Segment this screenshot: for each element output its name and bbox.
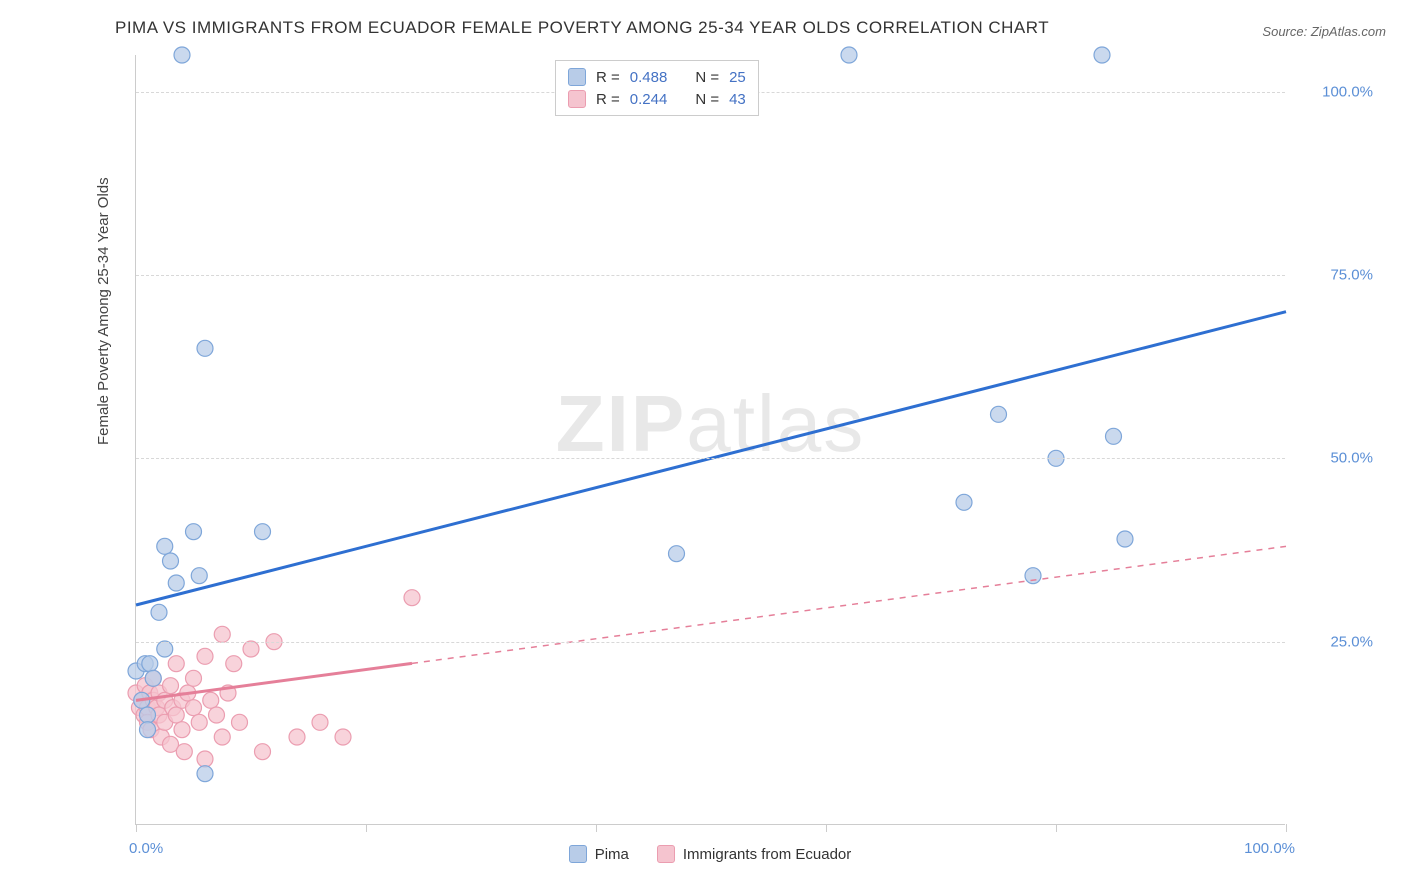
- data-point: [255, 744, 271, 760]
- data-point: [214, 729, 230, 745]
- data-point: [142, 656, 158, 672]
- source-label: Source:: [1262, 24, 1307, 39]
- data-point: [335, 729, 351, 745]
- data-point: [1117, 531, 1133, 547]
- data-point: [243, 641, 259, 657]
- trend-line-dashed: [412, 546, 1286, 663]
- data-point: [232, 714, 248, 730]
- data-point: [197, 766, 213, 782]
- x-tick: [826, 824, 827, 832]
- data-point: [197, 751, 213, 767]
- legend-series-label: Pima: [595, 846, 629, 863]
- x-tick: [1056, 824, 1057, 832]
- legend-series-label: Immigrants from Ecuador: [683, 846, 851, 863]
- data-point: [1106, 428, 1122, 444]
- legend-series-item: Pima: [569, 845, 629, 863]
- data-point: [174, 722, 190, 738]
- data-point: [214, 626, 230, 642]
- x-max-label: 100.0%: [1244, 840, 1295, 857]
- gridline: [136, 458, 1285, 459]
- legend-n-label: N =: [695, 91, 719, 108]
- data-point: [163, 553, 179, 569]
- plot-svg: [136, 55, 1285, 824]
- source-value: ZipAtlas.com: [1311, 24, 1386, 39]
- legend-r-label: R =: [596, 69, 620, 86]
- x-tick: [1286, 824, 1287, 832]
- legend-series-item: Immigrants from Ecuador: [657, 845, 851, 863]
- data-point: [186, 670, 202, 686]
- data-point: [168, 575, 184, 591]
- data-point: [956, 494, 972, 510]
- x-min-label: 0.0%: [129, 840, 163, 857]
- y-axis-label: Female Poverty Among 25-34 Year Olds: [95, 177, 112, 445]
- legend-r-value: 0.244: [630, 91, 668, 108]
- data-point: [157, 641, 173, 657]
- data-point: [174, 47, 190, 63]
- data-point: [186, 700, 202, 716]
- data-point: [312, 714, 328, 730]
- x-tick: [136, 824, 137, 832]
- data-point: [176, 744, 192, 760]
- legend-correlation: R = 0.488 N = 25 R = 0.244 N = 43: [555, 60, 759, 116]
- data-point: [209, 707, 225, 723]
- data-point: [404, 590, 420, 606]
- source-attribution: Source: ZipAtlas.com: [1262, 24, 1386, 39]
- data-point: [226, 656, 242, 672]
- data-point: [669, 546, 685, 562]
- data-point: [140, 707, 156, 723]
- legend-swatch: [568, 90, 586, 108]
- legend-n-value: 43: [729, 91, 746, 108]
- data-point: [841, 47, 857, 63]
- data-point: [186, 524, 202, 540]
- legend-n-label: N =: [695, 69, 719, 86]
- data-point: [203, 692, 219, 708]
- legend-row: R = 0.244 N = 43: [568, 88, 746, 110]
- data-point: [191, 714, 207, 730]
- chart-title: PIMA VS IMMIGRANTS FROM ECUADOR FEMALE P…: [115, 18, 1049, 38]
- legend-n-value: 25: [729, 69, 746, 86]
- gridline: [136, 642, 1285, 643]
- legend-swatch: [657, 845, 675, 863]
- plot-area: ZIPatlas 25.0%50.0%75.0%100.0%: [135, 55, 1285, 825]
- data-point: [197, 648, 213, 664]
- data-point: [145, 670, 161, 686]
- data-point: [197, 340, 213, 356]
- y-tick-label: 75.0%: [1330, 267, 1373, 284]
- x-tick: [366, 824, 367, 832]
- y-tick-label: 100.0%: [1322, 83, 1373, 100]
- legend-series: Pima Immigrants from Ecuador: [135, 845, 1285, 863]
- data-point: [289, 729, 305, 745]
- data-point: [140, 722, 156, 738]
- data-point: [255, 524, 271, 540]
- gridline: [136, 275, 1285, 276]
- y-tick-label: 25.0%: [1330, 633, 1373, 650]
- data-point: [191, 568, 207, 584]
- y-tick-label: 50.0%: [1330, 450, 1373, 467]
- data-point: [157, 538, 173, 554]
- legend-r-value: 0.488: [630, 69, 668, 86]
- data-point: [991, 406, 1007, 422]
- data-point: [168, 707, 184, 723]
- x-tick: [596, 824, 597, 832]
- legend-row: R = 0.488 N = 25: [568, 66, 746, 88]
- legend-r-label: R =: [596, 91, 620, 108]
- data-point: [1094, 47, 1110, 63]
- data-point: [168, 656, 184, 672]
- data-point: [151, 604, 167, 620]
- data-point: [1025, 568, 1041, 584]
- legend-swatch: [568, 68, 586, 86]
- data-point: [163, 678, 179, 694]
- legend-swatch: [569, 845, 587, 863]
